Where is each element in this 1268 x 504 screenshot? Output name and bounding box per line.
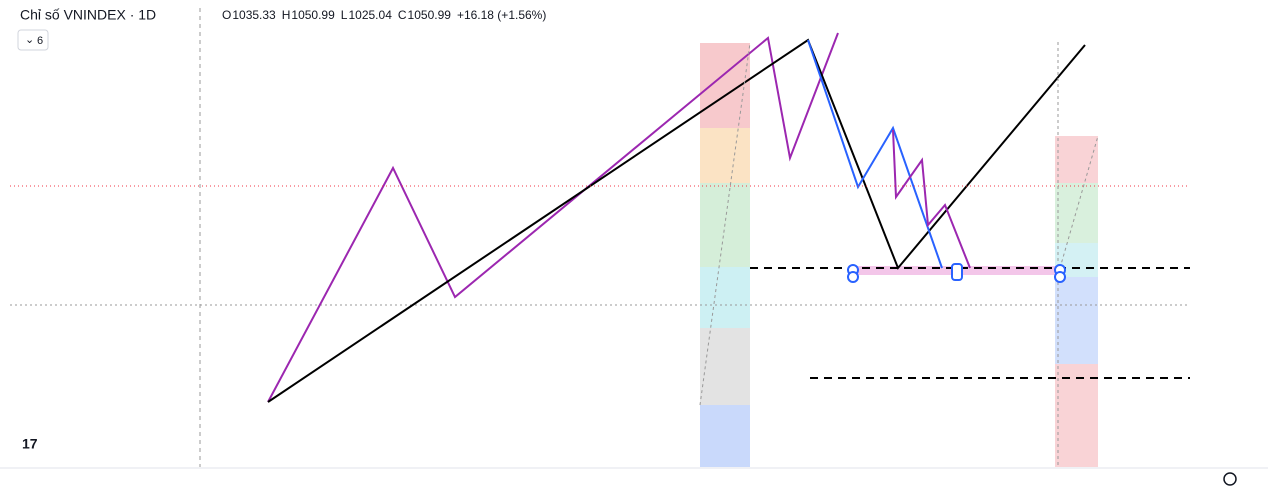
logo: 17 [22,436,38,452]
fib-zone [700,267,750,328]
fib-zone [700,328,750,405]
ohlc-key: O [222,8,231,22]
price-axis [1190,0,1268,468]
wave-line [267,32,839,403]
fib-zone [1055,277,1098,364]
ohlc-key: L [341,8,348,22]
fib-zone [700,43,750,128]
handle [847,271,859,283]
ohlc-value: 1035.33 [232,8,276,22]
background-layer [700,43,1098,467]
ohlc-value: +16.18 (+1.56%) [457,8,546,22]
settings-icon[interactable] [1223,472,1237,486]
fib-zone [1055,183,1098,243]
overlay [10,32,1195,467]
wave-line [807,39,943,269]
indicator-toggle[interactable] [17,29,49,51]
ohlc-value: 1050.99 [291,8,335,22]
fib-zone [700,128,750,183]
fib-trend [699,42,751,406]
ohlc-value: 1050.99 [408,8,452,22]
fib-trend [1059,135,1099,269]
tv-logo: 17 [20,434,46,454]
time-axis [0,468,1268,504]
handle [951,263,963,281]
indicator-count: 6 [37,35,43,47]
chevron: ⌄ [25,34,34,46]
ohlc-value: 1025.04 [348,8,392,22]
chart-title: Chỉ số VNINDEX · 1D [20,7,156,23]
logo-bg [20,434,46,454]
handle [1054,271,1066,283]
wave-line [267,38,1086,403]
fib-zone [1055,136,1098,183]
fib-zone [700,405,750,467]
ohlc-key: C [398,8,407,22]
wave-line [892,129,971,269]
fib-zone [1055,364,1098,467]
ohlc-key: H [282,8,291,22]
